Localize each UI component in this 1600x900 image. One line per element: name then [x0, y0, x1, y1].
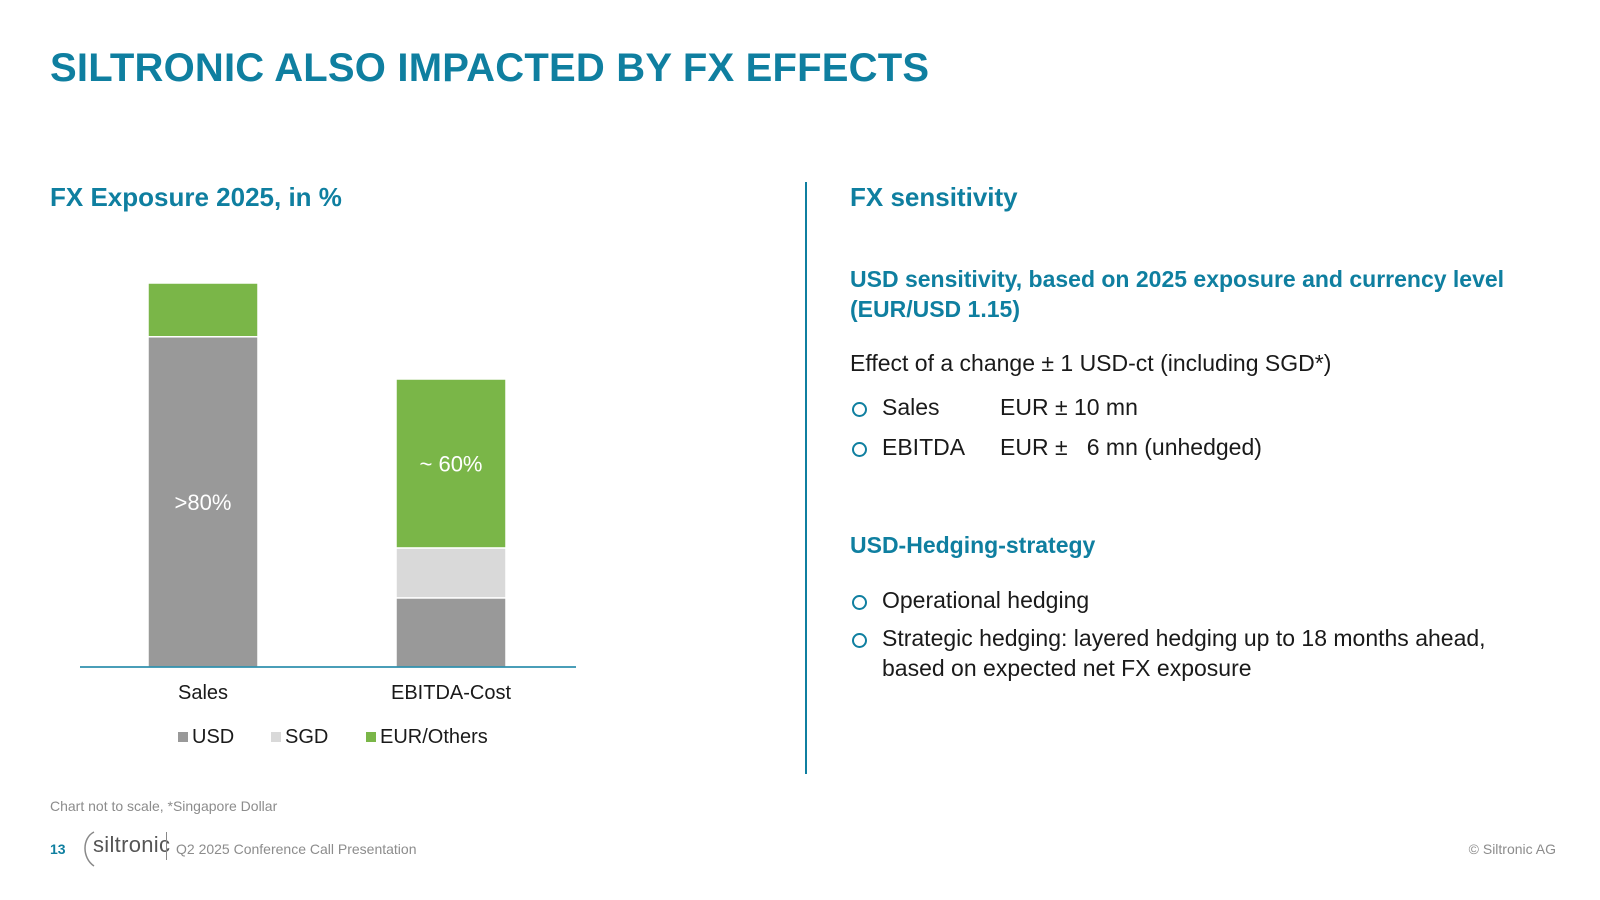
bar-sales-eur-others — [147, 282, 259, 338]
hedging-item-text: Strategic hedging: layered hedging up to… — [882, 625, 1486, 681]
sensitivity-value: EUR ± 6 mn (unhedged) — [1000, 434, 1262, 460]
siltronic-logo-icon — [84, 831, 95, 867]
sensitivity-label: Sales — [882, 394, 940, 420]
sensitivity-value: EUR ± 10 mn — [1000, 394, 1138, 420]
hedging-list: Operational hedging Strategic hedging: l… — [850, 585, 1560, 683]
hedging-item: Operational hedging — [850, 585, 1560, 615]
copyright: © Siltronic AG — [1468, 841, 1556, 857]
sensitivity-item-ebitda: EBITDA EUR ± 6 mn (unhedged) — [850, 432, 1560, 462]
usd-sensitivity-heading-line2: (EUR/USD 1.15) — [850, 296, 1020, 322]
fx-exposure-chart: >80% Sales ~ 60% EBITDA-Cost USD SGD EUR/Other… — [80, 282, 576, 748]
chart-heading: FX Exposure 2025, in % — [50, 182, 342, 213]
logo-text: siltronic — [93, 832, 171, 857]
chart-heading-bold: FX Exposure 2025, — [50, 182, 282, 212]
data-label: >80% — [175, 490, 232, 515]
data-label: ~ 60% — [420, 451, 483, 476]
document-title: Q2 2025 Conference Call Presentation — [176, 841, 417, 857]
chart-footnote: Chart not to scale, *Singapore Dollar — [50, 798, 278, 814]
hedging-item: Strategic hedging: layered hedging up to… — [850, 623, 1532, 683]
page-number: 13 — [50, 841, 66, 857]
sensitivity-label: EBITDA — [882, 434, 966, 460]
sensitivity-item-sales: Sales EUR ± 10 mn — [850, 392, 1560, 422]
column-divider — [805, 182, 807, 774]
bullet-circle-icon — [852, 442, 867, 457]
legend-swatch — [271, 732, 281, 742]
bullet-circle-icon — [852, 595, 867, 610]
bar-ebitda-cost-sgd — [395, 547, 507, 599]
hedging-item-text: Operational hedging — [882, 587, 1090, 613]
usd-sensitivity-heading-line1: USD sensitivity, based on 2025 exposure … — [850, 266, 1505, 292]
bar-ebitda-cost-usd — [395, 597, 507, 668]
bar-sales-usd — [147, 336, 259, 668]
legend-label: EUR/Others — [380, 726, 488, 748]
bullet-circle-icon — [852, 402, 867, 417]
legend-swatch — [366, 732, 376, 742]
hedging-heading: USD-Hedging-strategy — [850, 532, 1096, 558]
footer-separator — [166, 832, 167, 860]
effect-text: Effect of a change ± 1 USD-ct (including… — [850, 350, 1332, 376]
page-title: SILTRONIC ALSO IMPACTED BY FX EFFECTS — [50, 46, 930, 90]
legend-label: USD — [192, 726, 234, 748]
legend-swatch — [178, 732, 188, 742]
sensitivity-list: Sales EUR ± 10 mn EBITDA EUR ± 6 mn (unhed… — [850, 392, 1560, 462]
category-label: Sales — [178, 682, 228, 704]
chart-heading-unit: in % — [281, 182, 342, 212]
usd-sensitivity-heading: USD sensitivity, based on 2025 exposure … — [850, 264, 1560, 324]
category-label: EBITDA-Cost — [391, 682, 511, 704]
bar-ebitda-cost-eur-others — [395, 378, 507, 549]
bullet-circle-icon — [852, 633, 867, 648]
fx-sensitivity-heading: FX sensitivity — [850, 182, 1018, 212]
legend-label: SGD — [285, 726, 328, 748]
